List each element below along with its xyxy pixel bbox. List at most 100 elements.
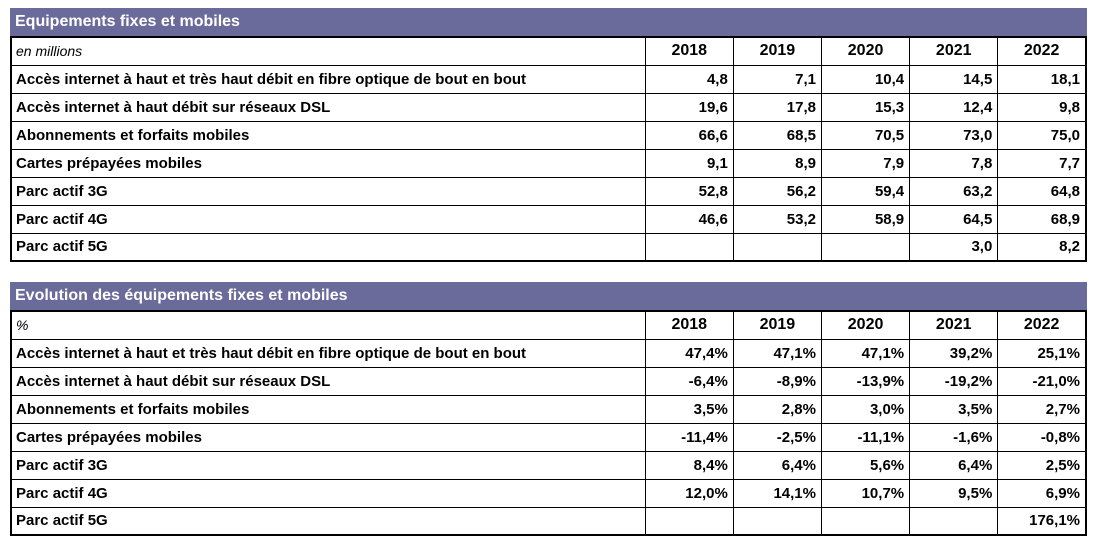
table-row: Accès internet à haut débit sur réseaux … <box>10 92 1087 122</box>
value-cell: -13,9% <box>820 366 911 396</box>
value-cell: 12,0% <box>644 478 734 508</box>
value-cell: 75,0 <box>997 120 1087 150</box>
table-row: Parc actif 4G 46,6 53,2 58,9 64,5 68,9 <box>10 204 1087 234</box>
value-cell: 58,9 <box>820 204 911 234</box>
row-label-cell: Parc actif 4G <box>10 204 646 234</box>
value-cell <box>732 232 822 262</box>
year-header-cell: 2020 <box>820 36 911 66</box>
table-row: Parc actif 5G 176,1% <box>10 506 1087 536</box>
row-label-cell: Accès internet à haut et très haut débit… <box>10 64 646 94</box>
table-row: Accès internet à haut débit sur réseaux … <box>10 366 1087 396</box>
year-header-cell: 2022 <box>997 36 1087 66</box>
value-cell: -21,0% <box>997 366 1087 396</box>
value-cell: 9,5% <box>909 478 999 508</box>
value-cell: 15,3 <box>820 92 911 122</box>
value-cell: 3,5% <box>644 394 734 424</box>
year-header-row: % 2018 2019 2020 2021 2022 <box>10 310 1087 340</box>
value-cell: 68,5 <box>732 120 822 150</box>
value-cell: 176,1% <box>997 506 1087 536</box>
value-cell: 7,7 <box>997 148 1087 178</box>
row-label-cell: Cartes prépayées mobiles <box>10 422 646 452</box>
value-cell: -11,4% <box>644 422 734 452</box>
value-cell: 7,9 <box>820 148 911 178</box>
table-row: Abonnements et forfaits mobiles 66,6 68,5 7… <box>10 120 1087 150</box>
row-label-cell: Cartes prépayées mobiles <box>10 148 646 178</box>
year-header-cell: 2022 <box>997 310 1087 340</box>
row-label-cell: Abonnements et forfaits mobiles <box>10 120 646 150</box>
table-row: Cartes prépayées mobiles 9,1 8,9 7,9 7,8 7,7 <box>10 148 1087 178</box>
value-cell: 2,8% <box>732 394 822 424</box>
value-cell <box>820 232 911 262</box>
value-cell: 52,8 <box>644 176 734 206</box>
year-header-cell: 2020 <box>820 310 911 340</box>
table-row: Parc actif 4G 12,0% 14,1% 10,7% 9,5% 6,9% <box>10 478 1087 508</box>
value-cell: 6,4% <box>732 450 822 480</box>
value-cell <box>909 506 999 536</box>
value-cell: -1,6% <box>909 422 999 452</box>
value-cell: 3,0% <box>820 394 911 424</box>
data-table: en millions 2018 2019 2020 2021 2022 Accès int… <box>10 36 1087 262</box>
value-cell: 68,9 <box>997 204 1087 234</box>
value-cell: 70,5 <box>820 120 911 150</box>
value-cell: -6,4% <box>644 366 734 396</box>
table-row: Parc actif 3G 8,4% 6,4% 5,6% 6,4% 2,5% <box>10 450 1087 480</box>
row-label-cell: Accès internet à haut et très haut débit… <box>10 338 646 368</box>
row-label-cell: Parc actif 5G <box>10 506 646 536</box>
row-label-cell: Abonnements et forfaits mobiles <box>10 394 646 424</box>
unit-label: en millions <box>10 36 646 66</box>
value-cell: 73,0 <box>909 120 999 150</box>
value-cell: 25,1% <box>997 338 1087 368</box>
value-cell: -2,5% <box>732 422 822 452</box>
table-row: Cartes prépayées mobiles -11,4% -2,5% -11,1… <box>10 422 1087 452</box>
table-body: en millions 2018 2019 2020 2021 2022 Accès int… <box>10 36 1087 262</box>
data-table: % 2018 2019 2020 2021 2022 Accès internet à ha… <box>10 310 1087 536</box>
table-row: Accès internet à haut et très haut débit… <box>10 64 1087 94</box>
value-cell: 6,9% <box>997 478 1087 508</box>
year-header-row: en millions 2018 2019 2020 2021 2022 <box>10 36 1087 66</box>
row-label-cell: Accès internet à haut débit sur réseaux … <box>10 92 646 122</box>
value-cell: 53,2 <box>732 204 822 234</box>
year-header-cell: 2019 <box>732 36 822 66</box>
row-label-cell: Parc actif 4G <box>10 478 646 508</box>
unit-label: % <box>10 310 646 340</box>
row-label-cell: Parc actif 3G <box>10 450 646 480</box>
value-cell: 63,2 <box>909 176 999 206</box>
value-cell: 64,5 <box>909 204 999 234</box>
value-cell: -11,1% <box>820 422 911 452</box>
value-cell: 2,5% <box>997 450 1087 480</box>
value-cell: 18,1 <box>997 64 1087 94</box>
row-label-cell: Parc actif 3G <box>10 176 646 206</box>
data-table-section: Equipements fixes et mobiles en millions… <box>10 8 1087 262</box>
year-header-cell: 2019 <box>732 310 822 340</box>
value-cell: 8,4% <box>644 450 734 480</box>
value-cell: 14,5 <box>909 64 999 94</box>
value-cell: 19,6 <box>644 92 734 122</box>
table-body: % 2018 2019 2020 2021 2022 Accès internet à ha… <box>10 310 1087 536</box>
value-cell: 7,8 <box>909 148 999 178</box>
value-cell: 17,8 <box>732 92 822 122</box>
year-header-cell: 2018 <box>644 310 734 340</box>
value-cell: 39,2% <box>909 338 999 368</box>
value-cell: 2,7% <box>997 394 1087 424</box>
table-row: Accès internet à haut et très haut débit… <box>10 338 1087 368</box>
value-cell: 56,2 <box>732 176 822 206</box>
value-cell: -0,8% <box>997 422 1087 452</box>
value-cell: 47,4% <box>644 338 734 368</box>
year-header-cell: 2021 <box>909 310 999 340</box>
table-row: Parc actif 5G 3,0 8,2 <box>10 232 1087 262</box>
value-cell <box>644 232 734 262</box>
year-header-cell: 2021 <box>909 36 999 66</box>
value-cell: 12,4 <box>909 92 999 122</box>
data-table-section: Evolution des équipements fixes et mobil… <box>10 282 1087 536</box>
value-cell: 47,1% <box>732 338 822 368</box>
value-cell: 4,8 <box>644 64 734 94</box>
value-cell: 3,5% <box>909 394 999 424</box>
value-cell <box>644 506 734 536</box>
value-cell <box>732 506 822 536</box>
row-label-cell: Parc actif 5G <box>10 232 646 262</box>
value-cell: 64,8 <box>997 176 1087 206</box>
value-cell: 59,4 <box>820 176 911 206</box>
value-cell: 66,6 <box>644 120 734 150</box>
value-cell: 9,1 <box>644 148 734 178</box>
